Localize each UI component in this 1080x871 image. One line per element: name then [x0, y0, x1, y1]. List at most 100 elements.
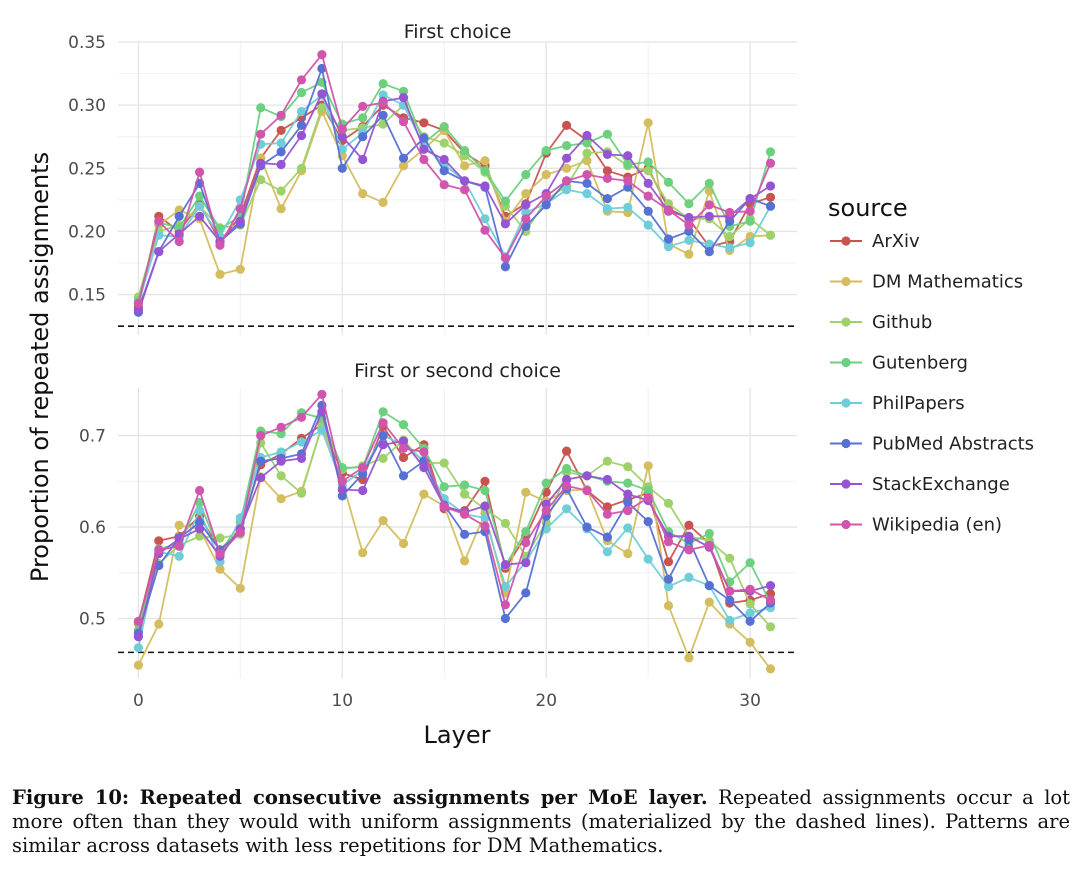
data-point	[704, 540, 714, 551]
data-point	[133, 305, 143, 315]
legend-item: StackExchange	[830, 474, 1010, 495]
data-point	[643, 166, 653, 176]
data-point	[602, 474, 613, 485]
data-point	[562, 141, 572, 151]
data-point	[725, 243, 735, 253]
data-point	[500, 518, 510, 529]
data-point	[602, 173, 613, 183]
data-point	[256, 158, 266, 168]
data-point	[398, 471, 409, 481]
data-point	[317, 425, 327, 435]
data-point	[745, 216, 755, 226]
data-point	[133, 298, 143, 308]
data-point	[154, 545, 164, 555]
data-point	[480, 214, 490, 224]
data-point	[521, 200, 531, 210]
data-point	[521, 214, 531, 224]
data-point	[541, 200, 551, 210]
data-point	[684, 212, 694, 223]
data-point	[623, 549, 633, 559]
legend-label: Wikipedia (en)	[872, 515, 1002, 536]
data-point	[562, 504, 572, 514]
x-tick-label: 10	[331, 691, 353, 711]
data-point	[439, 180, 449, 190]
data-point	[623, 202, 633, 212]
data-point	[358, 469, 368, 479]
data-point	[582, 138, 592, 148]
data-point	[256, 129, 266, 139]
data-point	[378, 110, 388, 120]
y-tick-label: 0.30	[68, 96, 106, 116]
data-point	[521, 170, 531, 180]
data-point	[276, 138, 286, 148]
data-point	[256, 456, 266, 466]
data-point	[745, 616, 755, 626]
data-point	[500, 219, 510, 229]
data-point	[704, 239, 714, 249]
data-point	[460, 489, 470, 499]
data-point	[521, 527, 531, 537]
legend-key-point	[841, 519, 851, 530]
data-point	[623, 523, 633, 533]
data-point	[582, 148, 592, 158]
panels: First choice 0.15 0.20 0.25 0.30 0.35 First or…	[68, 21, 797, 711]
data-point	[460, 146, 470, 156]
data-point	[296, 437, 307, 447]
data-point	[460, 480, 470, 490]
data-point	[235, 204, 245, 214]
data-point	[623, 489, 633, 499]
data-point	[133, 616, 143, 626]
series-line	[137, 404, 772, 634]
data-point	[602, 456, 613, 466]
data-point	[602, 502, 613, 512]
data-point	[684, 226, 694, 236]
data-point	[643, 220, 653, 230]
data-point	[398, 93, 409, 103]
data-point	[643, 517, 653, 527]
data-point	[521, 588, 531, 598]
data-point	[398, 452, 409, 463]
panel-title: First choice	[404, 21, 512, 43]
data-point	[378, 453, 388, 463]
data-point	[174, 520, 184, 530]
legend-key-point	[841, 317, 851, 327]
data-point	[704, 247, 714, 257]
data-point	[602, 166, 613, 176]
data-point	[521, 189, 531, 199]
data-point	[765, 147, 776, 157]
caption-label: Figure 10:	[12, 786, 130, 809]
data-point	[358, 485, 368, 496]
data-point	[439, 458, 449, 468]
data-point	[460, 185, 470, 195]
data-point	[521, 207, 531, 218]
data-point	[704, 178, 714, 188]
data-point	[521, 538, 531, 548]
data-point	[745, 584, 755, 594]
data-point	[521, 558, 531, 568]
data-point	[419, 489, 429, 499]
data-point	[643, 493, 653, 503]
data-point	[439, 122, 449, 132]
y-tick-label: 0.7	[79, 427, 106, 447]
data-point	[541, 170, 551, 180]
data-point	[398, 420, 409, 430]
data-point	[398, 117, 409, 127]
legend-title: source	[828, 194, 908, 222]
data-point	[582, 130, 592, 141]
data-point	[480, 181, 490, 191]
data-point	[276, 422, 286, 432]
data-point	[276, 471, 286, 481]
data-point	[296, 163, 307, 173]
series-philpapers	[133, 90, 776, 308]
data-point	[562, 446, 572, 456]
panel-title: First or second choice	[354, 360, 561, 382]
data-point	[562, 463, 572, 474]
data-point	[745, 238, 755, 248]
series-line	[137, 424, 772, 628]
data-point	[643, 178, 653, 188]
data-point	[500, 560, 510, 570]
data-point	[296, 75, 307, 85]
data-point	[500, 600, 510, 610]
x-tick-label: 30	[739, 691, 761, 711]
data-point	[460, 556, 470, 566]
